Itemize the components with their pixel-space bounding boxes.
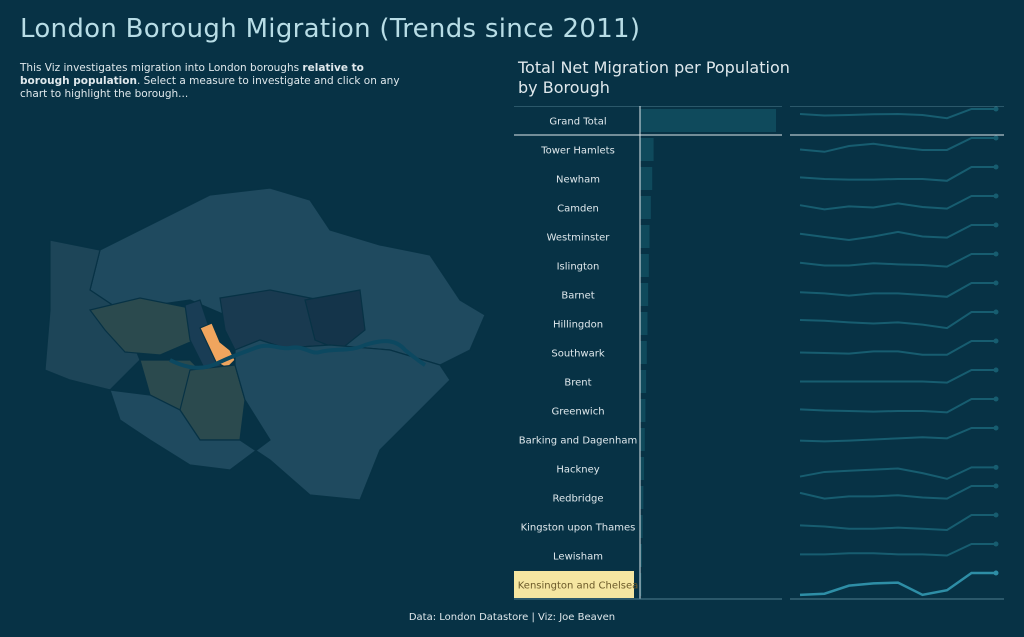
- trend-sparkline[interactable]: [799, 224, 996, 241]
- net-migration-bar[interactable]: [640, 109, 776, 132]
- row-label[interactable]: Camden: [557, 204, 599, 215]
- page-title: London Borough Migration (Trends since 2…: [20, 14, 641, 44]
- trend-sparkline[interactable]: [799, 253, 996, 268]
- london-borough-map[interactable]: [30, 180, 490, 510]
- net-migration-bar[interactable]: [640, 225, 650, 248]
- trend-endpoint[interactable]: [993, 541, 999, 547]
- row-label[interactable]: Greenwich: [551, 407, 604, 418]
- row-label[interactable]: Tower Hamlets: [540, 146, 615, 157]
- trend-sparkline[interactable]: [799, 137, 996, 153]
- trend-sparkline[interactable]: [800, 543, 996, 557]
- trend-endpoint[interactable]: [993, 251, 999, 257]
- migration-table-chart[interactable]: Grand Total Tower Hamlets Newham Camden West…: [514, 106, 1006, 602]
- trend-endpoint[interactable]: [993, 106, 999, 112]
- net-migration-bar[interactable]: [640, 138, 654, 161]
- trend-sparkline[interactable]: [799, 466, 996, 480]
- trend-endpoint[interactable]: [993, 222, 999, 228]
- trend-endpoint[interactable]: [993, 280, 999, 286]
- row-label[interactable]: Newham: [556, 175, 600, 186]
- trend-sparkline[interactable]: [799, 282, 996, 298]
- net-migration-bar[interactable]: [640, 457, 645, 480]
- borough-outer-south[interactable]: [109, 339, 451, 501]
- row-label[interactable]: Westminster: [547, 233, 611, 244]
- net-migration-bar[interactable]: [640, 312, 648, 335]
- net-migration-bar[interactable]: [640, 167, 653, 190]
- trend-endpoint[interactable]: [993, 367, 999, 373]
- footer-credits: Data: London Datastore | Viz: Joe Beaven: [408, 612, 616, 623]
- trend-sparkline[interactable]: [799, 108, 996, 120]
- trend-endpoint[interactable]: [993, 135, 999, 141]
- net-migration-bar[interactable]: [640, 486, 644, 509]
- row-label[interactable]: Kingston upon Thames: [521, 523, 636, 534]
- net-migration-bar[interactable]: [640, 370, 647, 393]
- intro-part1: This Viz investigates migration into Lon…: [20, 62, 303, 74]
- trend-sparkline[interactable]: [799, 485, 996, 500]
- trend-endpoint[interactable]: [993, 512, 999, 518]
- net-migration-bar[interactable]: [640, 196, 651, 219]
- intro-text: This Viz investigates migration into Lon…: [20, 62, 400, 101]
- row-label[interactable]: Brent: [564, 378, 591, 389]
- row-label[interactable]: Lewisham: [553, 552, 603, 563]
- trend-sparkline[interactable]: [800, 369, 996, 384]
- trend-sparkline[interactable]: [799, 427, 996, 443]
- row-highlight-bg: [514, 571, 634, 598]
- borough-ealing[interactable]: [88, 297, 196, 356]
- net-migration-bar[interactable]: [640, 399, 646, 422]
- net-migration-bar[interactable]: [640, 428, 645, 451]
- net-migration-bar[interactable]: [640, 544, 643, 567]
- borough-inner-east[interactable]: [304, 289, 366, 351]
- trend-endpoint[interactable]: [993, 483, 999, 489]
- trend-endpoint[interactable]: [993, 338, 999, 344]
- river-thames: [169, 339, 427, 370]
- borough-outer-north[interactable]: [89, 187, 486, 366]
- net-migration-bar[interactable]: [640, 515, 643, 538]
- trend-endpoint[interactable]: [993, 464, 999, 470]
- trend-endpoint[interactable]: [993, 570, 999, 576]
- row-label[interactable]: Barnet: [561, 291, 594, 302]
- trend-endpoint[interactable]: [993, 309, 999, 315]
- trend-endpoint[interactable]: [993, 425, 999, 431]
- trend-sparkline[interactable]: [799, 340, 996, 356]
- trend-sparkline[interactable]: [799, 571, 996, 597]
- row-label[interactable]: Barking and Dagenham: [519, 436, 637, 447]
- trend-sparkline[interactable]: [799, 166, 996, 182]
- row-label[interactable]: Grand Total: [549, 117, 606, 128]
- borough-outer-west[interactable]: [44, 239, 141, 391]
- intro-bold: relative to borough population: [20, 62, 364, 87]
- trend-endpoint[interactable]: [993, 164, 999, 170]
- net-migration-bar[interactable]: [640, 254, 649, 277]
- trend-endpoint[interactable]: [993, 396, 999, 402]
- trend-endpoint[interactable]: [993, 193, 999, 199]
- trend-sparkline[interactable]: [799, 514, 996, 531]
- row-label[interactable]: Southwark: [551, 349, 604, 360]
- row-label[interactable]: Islington: [557, 262, 600, 273]
- row-label[interactable]: Kensington and Chelsea: [518, 581, 639, 592]
- chart-title: Total Net Migration per Population by Bo…: [518, 58, 790, 97]
- net-migration-bar[interactable]: [640, 573, 642, 596]
- net-migration-bar[interactable]: [640, 341, 647, 364]
- row-label[interactable]: Hillingdon: [553, 320, 603, 331]
- intro-part2: . Select a measure to investigate and cl…: [20, 75, 400, 100]
- row-label[interactable]: Hackney: [556, 465, 599, 476]
- trend-sparkline[interactable]: [799, 195, 996, 211]
- row-label[interactable]: Redbridge: [552, 494, 603, 505]
- trend-sparkline[interactable]: [799, 398, 996, 414]
- net-migration-bar[interactable]: [640, 283, 649, 306]
- trend-sparkline[interactable]: [799, 311, 996, 330]
